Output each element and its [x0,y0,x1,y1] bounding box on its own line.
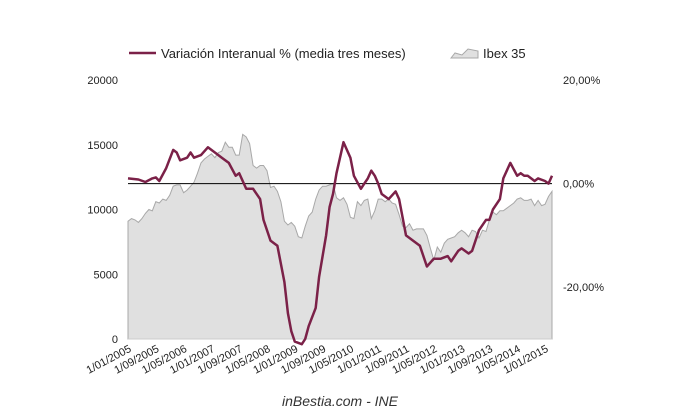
x-axis-ticks: 1/01/20051/09/20051/05/20061/01/20071/09… [85,343,551,377]
legend: Variación Interanual % (media tres meses… [129,46,526,61]
right-tick-label: -20,00% [563,282,604,294]
left-tick-label: 10000 [87,205,118,217]
ibex-35-area [127,133,553,340]
right-tick-label: 20,00% [563,75,601,87]
left-tick-label: 15000 [87,140,118,152]
left-tick-label: 20000 [87,75,118,87]
source-footer: inBestia.com - INE [282,393,398,409]
legend-line-label: Variación Interanual % (media tres meses… [161,46,406,61]
left-tick-label: 5000 [94,269,118,281]
legend-area-label: Ibex 35 [483,46,526,61]
right-axis-ticks: 20,00% 0,00% -20,00% [563,75,604,294]
legend-area-swatch [449,48,479,59]
left-tick-label: 0 [112,334,118,346]
left-axis-ticks: 20000 15000 10000 5000 0 [87,75,118,346]
right-tick-label: 0,00% [563,179,594,191]
variacion-interanual-line [127,140,554,346]
